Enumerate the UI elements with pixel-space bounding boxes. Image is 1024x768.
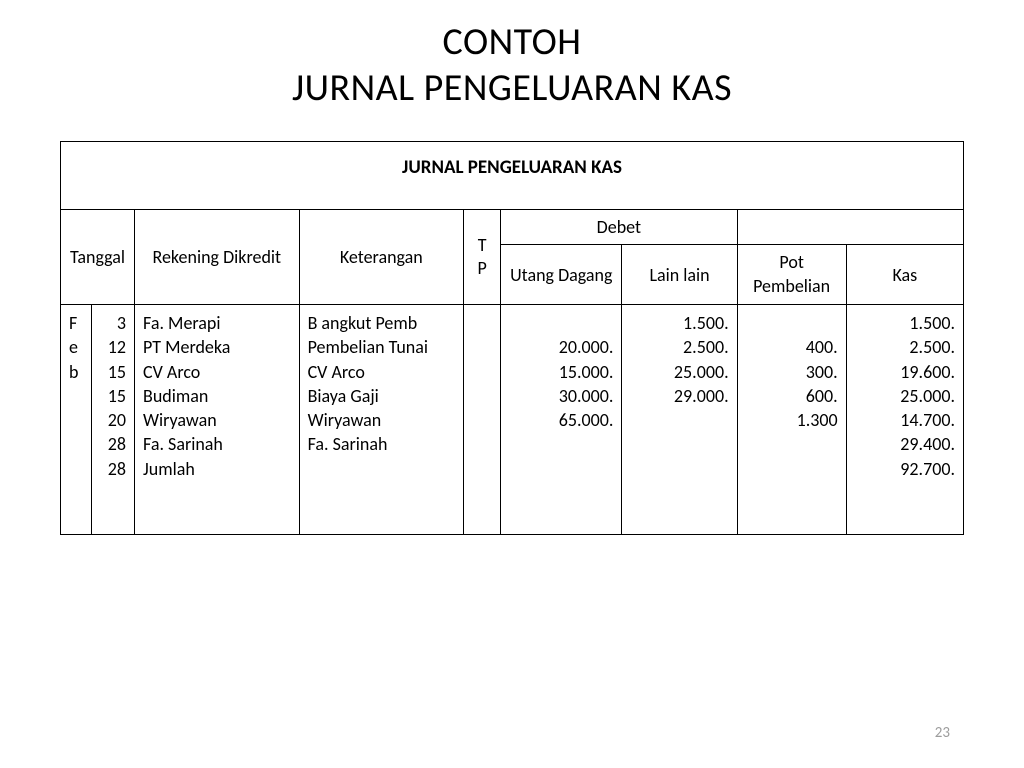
body-month: Feb	[61, 304, 92, 534]
table-banner: JURNAL PENGELUARAN KAS	[61, 142, 964, 210]
body-days: 3121515202828	[91, 304, 134, 534]
body-kas: 1.500.2.500.19.600.25.000.14.700.29.400.…	[846, 304, 963, 534]
header-debet: Debet	[501, 210, 738, 245]
header-utang: Utang Dagang	[501, 245, 622, 305]
body-utang: 20.000.15.000.30.000.65.000.	[501, 304, 622, 534]
header-rekening: Rekening Dikredit	[135, 210, 300, 305]
header-tp: TP	[464, 210, 501, 305]
title-line1: CONTOH	[443, 19, 582, 65]
header-kas: Kas	[846, 245, 963, 305]
journal-table: JURNAL PENGELUARAN KAS Tanggal Rekening …	[60, 141, 964, 535]
body-pot: 400.300.600.1.300	[737, 304, 846, 534]
header-lain: Lain lain	[622, 245, 737, 305]
header-keterangan: Keterangan	[299, 210, 464, 305]
journal-table-wrap: JURNAL PENGELUARAN KAS Tanggal Rekening …	[60, 141, 964, 535]
header-pot: Pot Pembelian	[737, 245, 846, 305]
header-tanggal: Tanggal	[61, 210, 135, 305]
page-number: 23	[935, 724, 950, 742]
title-line2: JURNAL PENGELUARAN KAS	[292, 65, 732, 111]
header-blank	[737, 210, 963, 245]
body-rekening: Fa. MerapiPT MerdekaCV ArcoBudimanWiryaw…	[135, 304, 300, 534]
body-tp	[464, 304, 501, 534]
body-keterangan: B angkut PembPembelian TunaiCV ArcoBiaya…	[299, 304, 464, 534]
body-lain: 1.500.2.500.25.000.29.000.	[622, 304, 737, 534]
slide-title: CONTOH JURNAL PENGELUARAN KAS	[60, 20, 964, 111]
